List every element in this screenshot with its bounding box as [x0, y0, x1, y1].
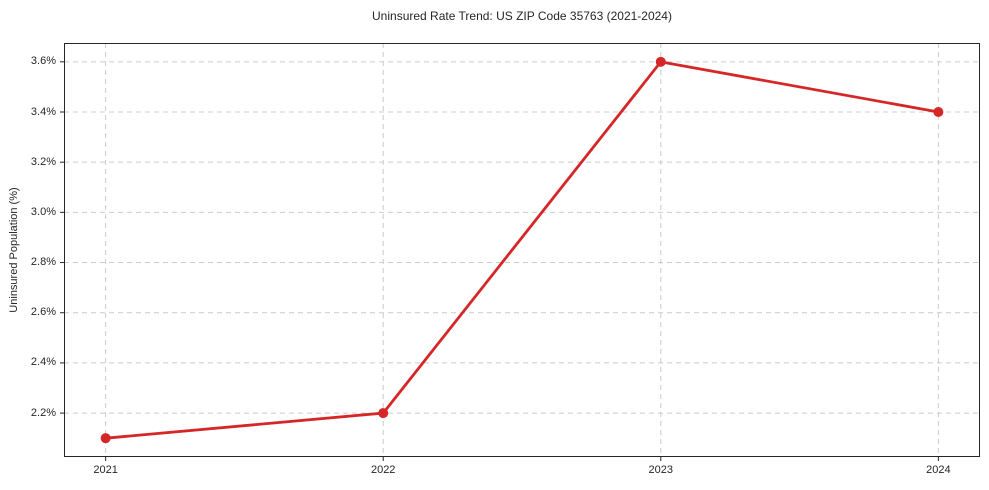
x-tick-label: 2022 — [370, 464, 396, 476]
trend-line — [104, 60, 940, 440]
chart-title: Uninsured Rate Trend: US ZIP Code 35763 … — [372, 9, 672, 23]
y-tick-label: 3.4% — [30, 105, 56, 118]
y-tick-label: 2.6% — [30, 306, 56, 319]
y-tick-label: 2.2% — [30, 406, 56, 419]
data-point — [655, 56, 666, 67]
plot-area — [60, 43, 980, 461]
y-tick-label: 3.0% — [30, 205, 56, 218]
y-tick-label: 2.8% — [30, 256, 56, 269]
y-axis-label: Uninsured Population (%) — [8, 187, 20, 313]
y-tick-label: 3.2% — [30, 155, 56, 168]
axes-frame — [64, 43, 980, 457]
y-tick-label: 2.4% — [30, 356, 56, 369]
y-tick-label: 3.6% — [30, 55, 56, 68]
x-tick-label: 2023 — [648, 464, 674, 476]
data-point — [933, 107, 944, 117]
x-tick-label: 2021 — [93, 464, 118, 476]
x-tick-label: 2024 — [926, 464, 951, 476]
data-point — [378, 408, 389, 419]
data-point — [100, 433, 111, 444]
